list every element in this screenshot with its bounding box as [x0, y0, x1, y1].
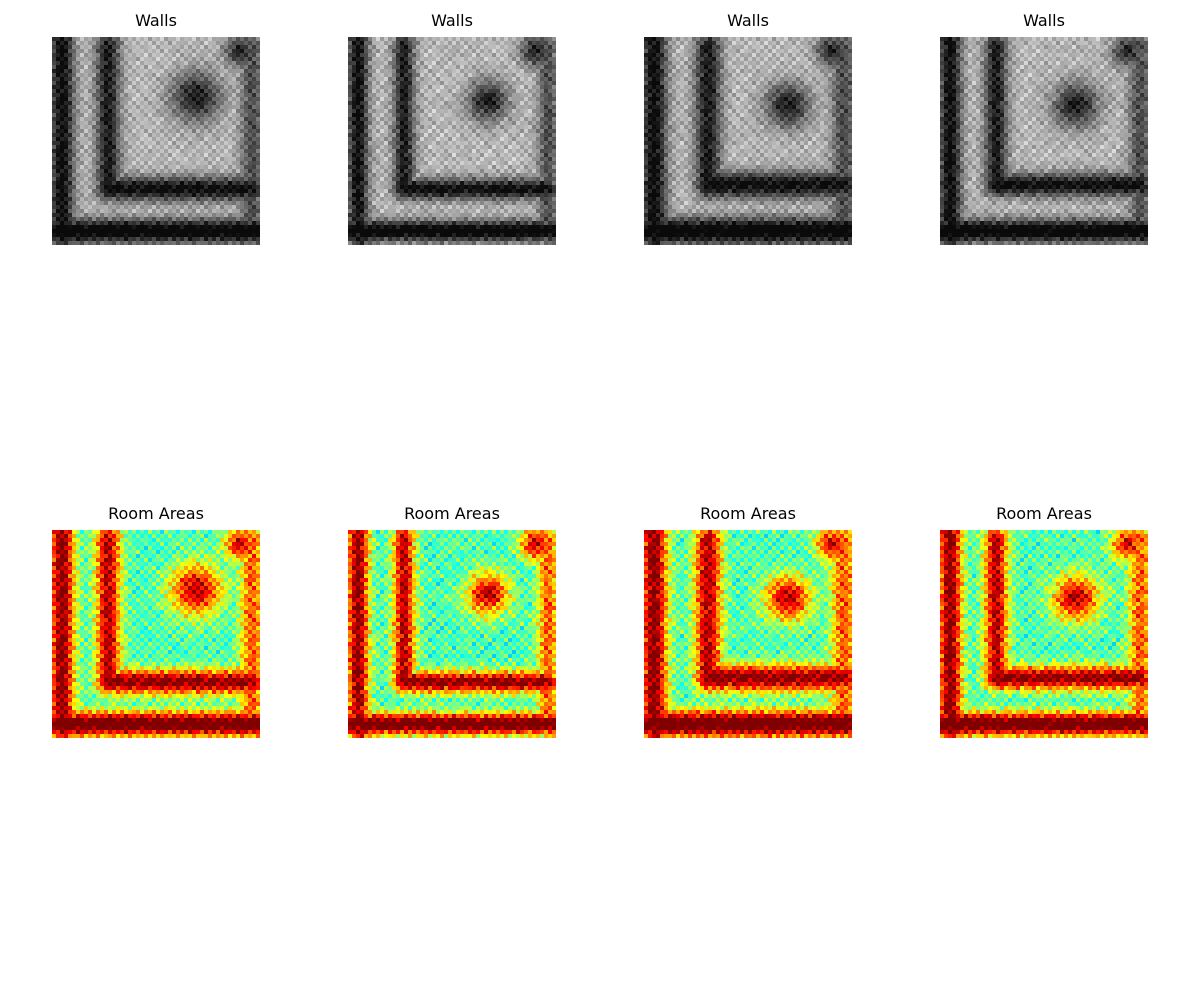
room-areas-map-image — [940, 530, 1148, 738]
panel-title: Walls — [52, 12, 260, 30]
panel-title: Room Areas — [52, 505, 260, 523]
panel-title: Room Areas — [348, 505, 556, 523]
panel-title: Walls — [940, 12, 1148, 30]
room-areas-map-image — [52, 530, 260, 738]
panel-title: Room Areas — [644, 505, 852, 523]
walls-map-image — [348, 37, 556, 245]
panel-title: Walls — [644, 12, 852, 30]
walls-map-image — [52, 37, 260, 245]
panel-title: Room Areas — [940, 505, 1148, 523]
panel-title: Walls — [348, 12, 556, 30]
walls-map-image — [644, 37, 852, 245]
walls-map-image — [940, 37, 1148, 245]
room-areas-map-image — [348, 530, 556, 738]
room-areas-map-image — [644, 530, 852, 738]
